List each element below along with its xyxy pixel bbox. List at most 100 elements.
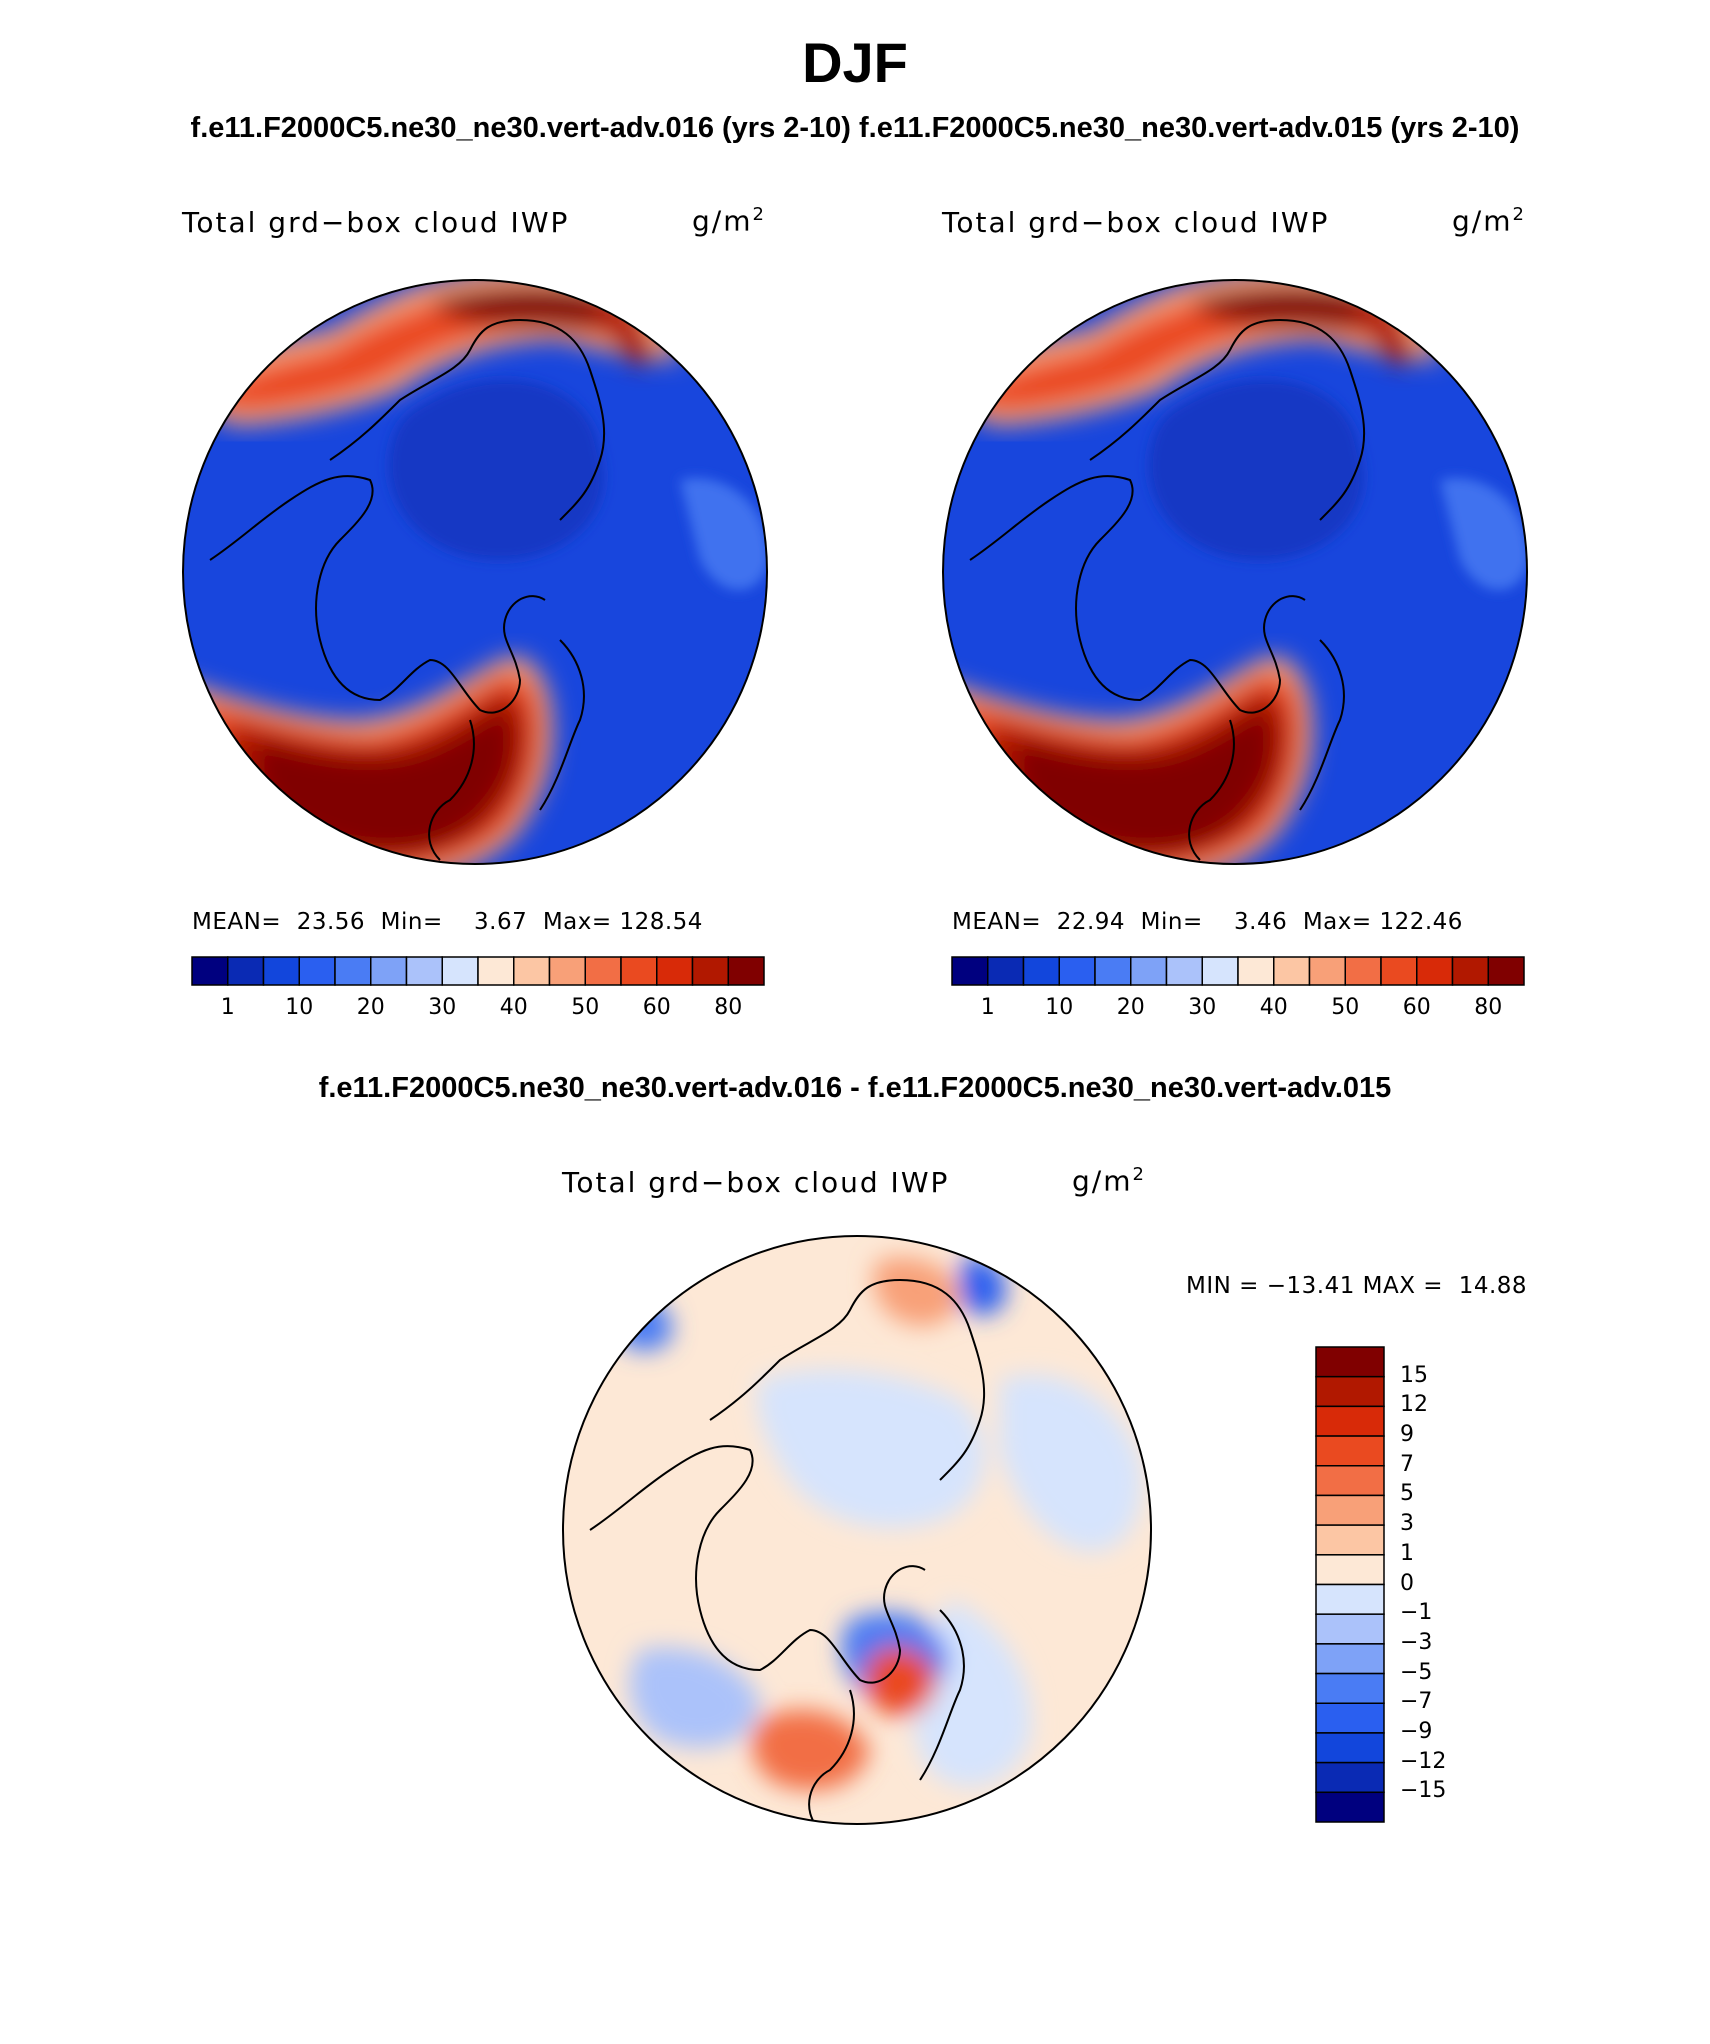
cbar1-cell-4 [334,956,372,986]
panel3-w-neg [629,1647,760,1748]
cbar3-cell-9 [1315,1613,1385,1645]
cbar3-cell-13 [1315,1732,1385,1764]
panel3-minmax: MIN = −13.41 MAX = 14.88 [1186,1273,1528,1299]
panel3-colorbar-tick-label: 5 [1400,1481,1414,1507]
panel3-colorbar-tick-label: −15 [1400,1778,1447,1804]
panel2-arctic-low [1148,379,1364,560]
cbar3-cell-0 [1315,1346,1385,1378]
cbar1-cell-13 [656,956,694,986]
cbar3-cell-4 [1315,1465,1385,1497]
panel3-colorbar-tick-label: 15 [1400,1362,1428,1388]
cbar2-cell-15 [1487,956,1525,986]
panel3-map [562,1235,1152,1825]
ticks-1-label: 30 [428,995,457,1020]
cbar2-cell-12 [1380,956,1418,986]
panel3-colorbar-tick-label: 9 [1400,1422,1414,1448]
figure-title: DJF [802,31,908,94]
cbar3-cell-8 [1315,1583,1385,1615]
panel2-title: Total grd−box cloud IWP [942,206,1330,239]
panel1-coast-eurasia [329,318,606,521]
panel3-top-pos [873,1257,960,1327]
panel3-title: Total grd−box cloud IWP [562,1166,950,1199]
panel3-colorbar-tick-label: −5 [1400,1659,1433,1685]
cbar3-cell-1 [1315,1375,1385,1408]
cbar3-cell-5 [1315,1494,1385,1526]
panel2-stats: MEAN= 22.94 Min= 3.46 Max= 122.46 [952,909,1463,935]
difference-title: f.e11.F2000C5.ne30_ne30.vert-adv.016 - f… [318,1072,1392,1104]
panel3-colorbar-tick-label: 1 [1400,1540,1414,1566]
ticks-2-label: 50 [1331,995,1360,1020]
ticks-2-label: 30 [1188,995,1217,1020]
panel3-colorbar-tick-label: −7 [1400,1689,1433,1715]
cbar1-cell-2 [262,956,300,986]
cbar3-cell-10 [1315,1643,1385,1675]
cbar1-cell-6 [405,956,443,986]
cbar2-cell-0 [951,956,989,986]
cbar2-cell-14 [1451,956,1489,986]
cbar3-cell-2 [1315,1405,1385,1437]
panel3-top-neg [960,1257,1006,1315]
panel1-ne-atlantic-moderate [680,478,767,590]
panel2-units: g/m2 [1452,204,1526,238]
cbar2-cell-3 [1058,956,1096,986]
panel2-coast-eurasia [1089,318,1366,521]
cbar1-cell-7 [441,956,479,986]
ticks-1-label: 50 [571,995,600,1020]
cbar3-cell-14 [1315,1761,1385,1794]
cbar1-cell-11 [584,956,622,986]
cbar2-cell-10 [1308,956,1346,986]
panel1-coast-europe [539,639,585,811]
cbar1-cell-12 [620,956,658,986]
ticks-1-label: 60 [642,995,671,1020]
panel2-map [942,279,1528,865]
ticks-1-label: 1 [220,995,235,1020]
panel3-central-neg [757,1369,985,1528]
ticks-2-label: 1 [980,995,995,1020]
ticks-1-label: 20 [356,995,385,1020]
ticks-2-label: 40 [1259,995,1288,1020]
cbar2-cell-2 [1022,956,1060,986]
cbar2-cell-8 [1237,956,1275,986]
panel3-colorbar-tick-label: 7 [1400,1451,1414,1477]
cbar3-cell-15 [1315,1791,1385,1823]
panel2-coast-greenland-canada [969,475,1306,714]
panel3-colorbar-tick-label: −3 [1400,1629,1433,1655]
panel1-units: g/m2 [692,204,766,238]
panel3-ne-neg [1000,1374,1142,1552]
cbar3-cell-3 [1315,1435,1385,1467]
panel1-coast-greenland-canada [209,475,546,714]
panel3-units: g/m2 [1072,1164,1146,1198]
panel3-pos-1 [751,1710,870,1790]
panel2-map-border [942,279,1528,865]
cbar2-cell-6 [1165,956,1203,986]
panel3-colorbar-tick-label: 3 [1400,1511,1414,1537]
cbar1-cell-8 [477,956,515,986]
ticks-2-label: 10 [1045,995,1074,1020]
cbar2-cell-13 [1416,956,1454,986]
panel1-coast-scandinavia [428,719,475,861]
cbar1-cell-3 [298,956,336,986]
panel3-nw-neg [615,1297,672,1351]
cbar3-cell-11 [1315,1672,1385,1704]
panel3-colorbar-tick-label: 12 [1400,1392,1428,1418]
panel3-pos-2 [864,1647,936,1717]
ticks-2-label: 60 [1402,995,1431,1020]
cbar3-cell-7 [1315,1554,1385,1586]
cbar3-cell-12 [1315,1702,1385,1734]
cbar1-cell-15 [727,956,765,986]
panel3-colorbar-tick-label: −12 [1400,1748,1447,1774]
cbar3-cell-6 [1315,1524,1385,1556]
panel3-coastlines [589,1278,986,1824]
panel3-colorbar [1315,1346,1385,1823]
panel1-title: Total grd−box cloud IWP [182,206,570,239]
panel2-coast-scandinavia [1188,719,1235,861]
ticks-1-label: 40 [499,995,528,1020]
panel2-background-field [943,280,1527,864]
panel3-coast-scandinavia [808,1689,855,1824]
panel3-coast-eurasia [709,1278,986,1481]
cbar1-cell-14 [691,956,729,986]
cbar1-cell-5 [370,956,408,986]
panel1-map-border [182,279,768,865]
panel1-map [182,279,768,865]
